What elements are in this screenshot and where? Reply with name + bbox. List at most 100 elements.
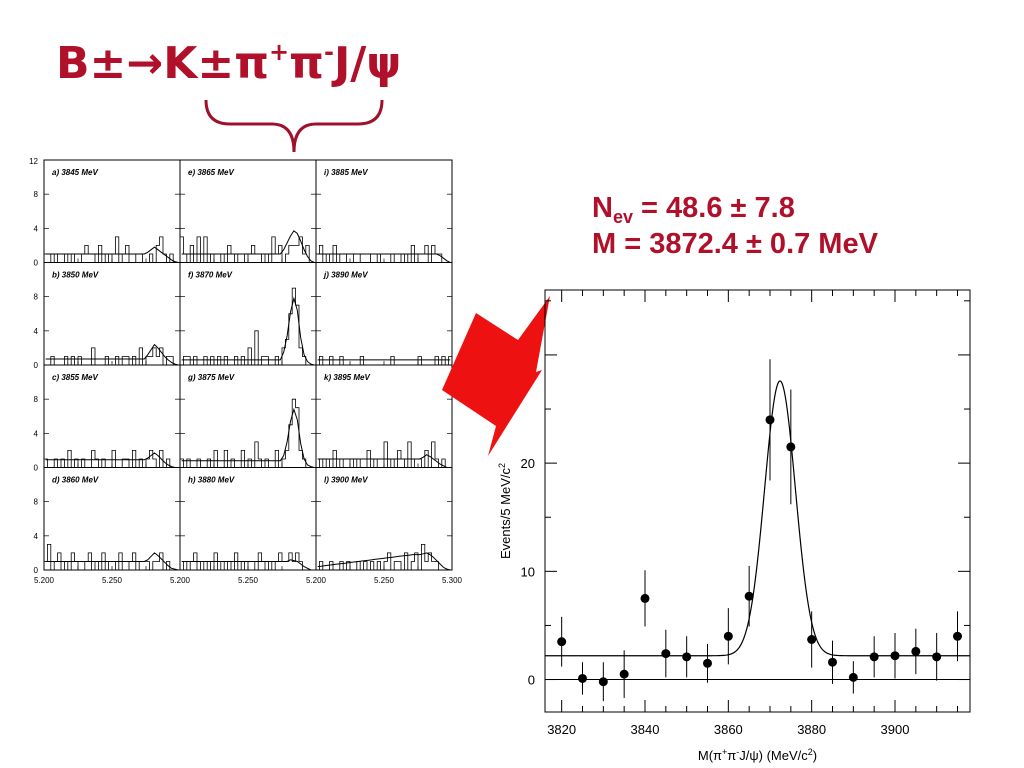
- y-axis-label: Events/5 MeV/c2: [497, 463, 513, 559]
- histogram-panel: f) 3870 MeV: [179, 262, 317, 366]
- x-tick-label: 5.200: [170, 576, 191, 585]
- y-tick-label: 12: [29, 157, 38, 166]
- data-point: [578, 673, 587, 683]
- panel-label: l) 3900 MeV: [324, 476, 368, 485]
- y-tick-label: 8: [34, 395, 39, 404]
- mass-fit-plot: 3820 3840 3860 3880 3900 0 10 20 M(π+π-J/ψ) (MeV…: [497, 289, 971, 763]
- histogram-bars: [43, 544, 180, 571]
- fit-curve: [317, 253, 451, 263]
- fit-curve: [545, 380, 970, 657]
- panel-label: a) 3845 MeV: [52, 168, 98, 177]
- data-point: [619, 669, 629, 679]
- panel-label: i) 3885 MeV: [324, 168, 368, 177]
- histogram-bars: [180, 287, 316, 366]
- x-axis-label-part: 2: [808, 747, 813, 757]
- x-axis-label-part: π: [727, 748, 736, 763]
- x-tick-label: 5.200: [34, 576, 55, 585]
- y-tick-label: 20: [521, 456, 535, 471]
- histogram-panel: a) 3845 MeV: [43, 159, 181, 263]
- y-tick-label: 0: [34, 361, 39, 370]
- mass-line: M = 3872.4 ± 0.7 MeV: [592, 228, 878, 260]
- panel-label: b) 3850 MeV: [52, 271, 99, 280]
- panel-label: d) 3860 MeV: [52, 476, 99, 485]
- x-tick-label: 3880: [797, 722, 826, 737]
- title-sup-plus: +: [269, 38, 290, 66]
- data-point: [661, 649, 671, 659]
- title-suffix: J/ψ: [333, 38, 402, 89]
- x-axis-label-part: J/ψ) (MeV/c: [739, 748, 808, 763]
- y-tick-label: 8: [34, 190, 39, 199]
- fit-curve: [181, 559, 315, 571]
- y-tick-label: 8: [34, 498, 39, 507]
- fit-curve: [181, 407, 315, 468]
- histogram-panel: e) 3865 MeV: [179, 159, 317, 263]
- histogram-panel: k) 3895 MeV: [315, 364, 453, 468]
- histogram-panel: h) 3880 MeV: [179, 467, 317, 571]
- y-tick-label: 0: [34, 259, 39, 268]
- data-point: [932, 652, 942, 662]
- y-axis-label-part: 2: [497, 463, 507, 468]
- histogram-panel: i) 3885 MeV: [315, 159, 453, 263]
- x-tick-label: 5.200: [306, 576, 327, 585]
- data-point: [848, 672, 858, 682]
- fit-curve: [181, 230, 315, 263]
- histogram-panel: b) 3850 MeV: [43, 262, 181, 366]
- x-tick-label: 5.250: [102, 576, 123, 585]
- fit-curve: [45, 552, 179, 571]
- x-tick-label: 5.250: [238, 576, 259, 585]
- y-tick-label: 10: [521, 564, 535, 579]
- data-point: [682, 652, 692, 662]
- x-tick-label: 5.250: [374, 576, 395, 585]
- panel-label: k) 3895 MeV: [324, 373, 370, 382]
- histogram-grid: a) 3845 MeV e) 3865 MeV i) 3885 MeV b) 3850…: [29, 157, 463, 585]
- x-axis-label-part: ): [813, 748, 817, 763]
- y-tick-label: 4: [34, 532, 39, 541]
- data-point: [557, 637, 567, 647]
- y-axis-label-part: Events/5 MeV/c: [498, 467, 513, 559]
- histogram-bars: [316, 544, 452, 571]
- x-axis-label-part: +: [722, 747, 727, 757]
- plot-frame: [544, 289, 971, 713]
- x-tick-label: 3820: [547, 722, 576, 737]
- histogram-panel: d) 3860 MeV: [43, 467, 181, 571]
- panel-label: g) 3875 MeV: [187, 373, 235, 382]
- title-sup-minus: -: [323, 38, 334, 66]
- fit-curve: [317, 454, 451, 468]
- x-tick-label: 3900: [881, 722, 910, 737]
- data-point: [640, 593, 650, 603]
- nev-value: = 48.6 ± 7.8: [632, 192, 795, 224]
- fit-results: Nev = 48.6 ± 7.8 M = 3872.4 ± 0.7 MeV: [592, 190, 878, 262]
- brace-path: [204, 99, 384, 153]
- nev-label: N: [592, 192, 613, 224]
- data-point: [911, 646, 921, 656]
- x-axis-label: M(π+π-J/ψ) (MeV/c2): [698, 747, 817, 763]
- panel-label: e) 3865 MeV: [188, 168, 234, 177]
- y-tick-label: 4: [34, 224, 39, 233]
- title-mid: π: [289, 38, 324, 89]
- data-point: [890, 651, 900, 661]
- title-prefix: B±→K±π: [56, 38, 270, 89]
- y-tick-label: 4: [34, 327, 39, 336]
- panel-label: f) 3870 MeV: [188, 271, 233, 280]
- data-point: [744, 591, 754, 601]
- histogram-panel: l) 3900 MeV: [315, 467, 453, 571]
- y-tick-label: 0: [34, 464, 39, 473]
- histogram-panel: g) 3875 MeV: [179, 364, 317, 468]
- fit-curve: [181, 296, 315, 366]
- data-point: [869, 652, 879, 662]
- fit-curve: [45, 343, 179, 366]
- data-point: [723, 631, 733, 641]
- data-point: [598, 677, 608, 687]
- slide-title: B±→K±π+π-J/ψ: [56, 38, 401, 89]
- y-tick-label: 4: [34, 429, 39, 438]
- histogram-panel: c) 3855 MeV: [43, 364, 181, 468]
- x-tick-label: 5.300: [442, 576, 463, 585]
- histogram-panel: j) 3890 MeV: [315, 262, 453, 366]
- y-tick-label: 0: [528, 673, 535, 688]
- data-point: [828, 657, 837, 667]
- data-point: [765, 415, 775, 425]
- x-tick-label: 3860: [714, 722, 743, 737]
- data-point: [807, 635, 817, 645]
- nev-subscript: ev: [612, 207, 633, 227]
- x-axis-label-part: M(π: [698, 748, 722, 763]
